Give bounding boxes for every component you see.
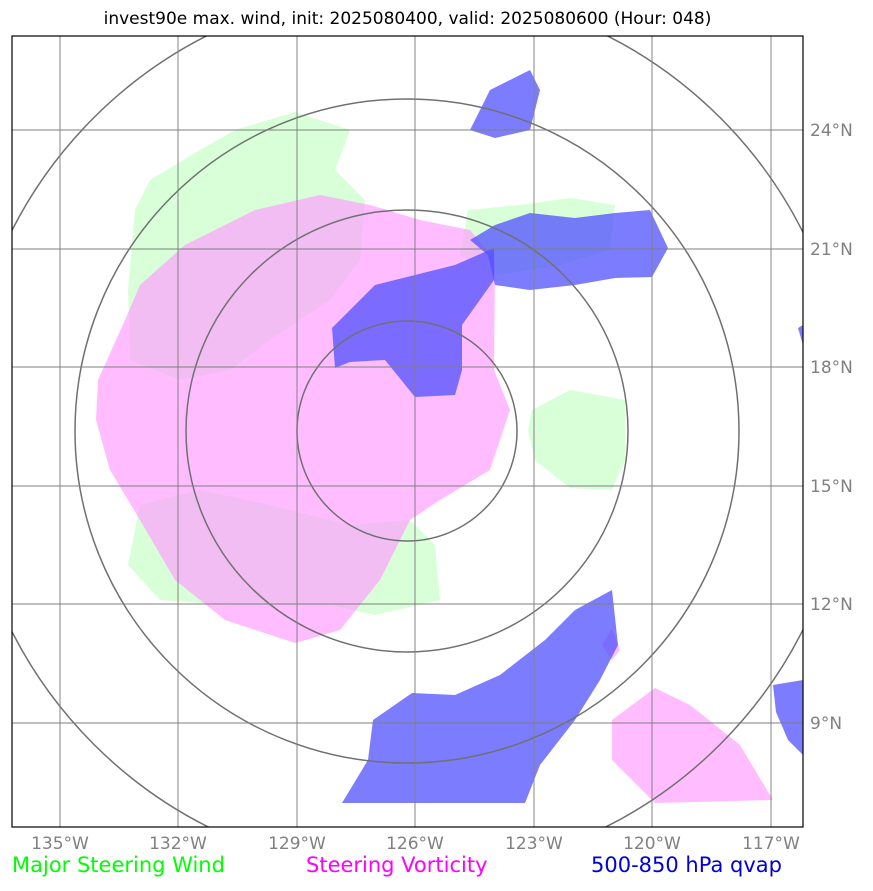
map-layers: [12, 36, 803, 827]
lat-label-12: 12°N: [810, 595, 853, 615]
lon-label-126: 126°W: [386, 834, 444, 854]
qvap-area-southeast-edge: [773, 680, 803, 755]
legend-qvap: 500-850 hPa qvap: [591, 853, 782, 877]
lon-label-117: 117°W: [742, 834, 800, 854]
lat-label-18: 18°N: [810, 358, 853, 378]
range-ring-3: [74, 98, 740, 764]
lat-label-24: 24°N: [810, 121, 853, 141]
lat-label-15: 15°N: [810, 477, 853, 497]
lon-label-120: 120°W: [623, 834, 681, 854]
qvap-area-east: [470, 210, 668, 290]
chart-title: invest90e max. wind, init: 2025080400, v…: [103, 9, 712, 29]
lat-label-9: 9°N: [810, 714, 842, 734]
wind-area-east: [528, 390, 625, 490]
lon-label-123: 123°W: [505, 834, 563, 854]
legend-steering-vorticity: Steering Vorticity: [306, 853, 488, 877]
lon-label-132: 132°W: [149, 834, 207, 854]
lon-label-129: 129°W: [268, 834, 326, 854]
qvap-layer: [332, 70, 803, 803]
map-frame: [11, 35, 804, 828]
vorticity-area-southeast: [612, 688, 773, 803]
qvap-area-north: [470, 70, 540, 138]
graticule: [12, 36, 803, 827]
lon-label-135: 135°W: [31, 834, 89, 854]
legend-steering-wind: Major Steering Wind: [12, 853, 225, 877]
qvap-area-south: [342, 590, 618, 803]
qvap-area-center: [332, 248, 494, 397]
qvap-area-east-edge: [798, 325, 803, 345]
range-rings: [12, 36, 803, 827]
lat-label-21: 21°N: [810, 240, 853, 260]
range-ring-2: [185, 209, 629, 653]
